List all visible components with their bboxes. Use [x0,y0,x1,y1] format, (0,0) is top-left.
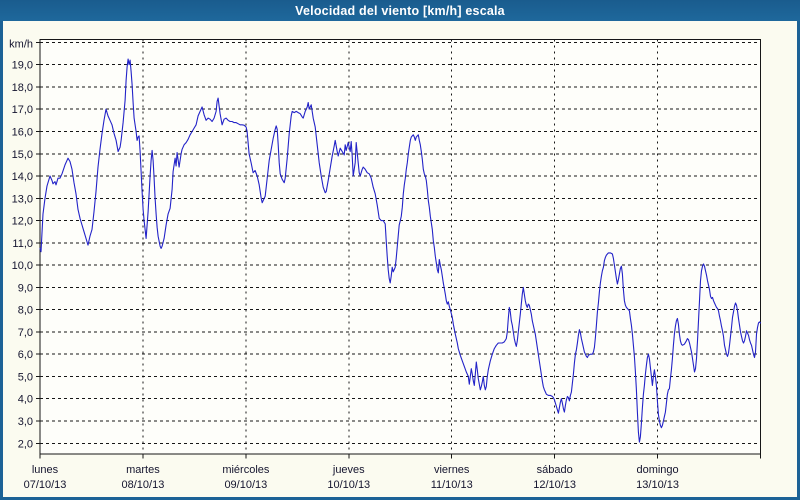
y-tick-label: 6,0 [18,349,33,361]
x-date-label: 09/10/13 [224,479,267,491]
x-day-label: jueves [332,464,365,476]
y-tick-label: 12,0 [12,216,33,228]
title-bar: Velocidad del viento [km/h] escala [0,0,800,21]
x-day-label: sábado [537,464,573,476]
y-tick-label: 4,0 [18,394,33,406]
y-tick-label: 8,0 [18,305,33,317]
y-axis-unit-label: km/h [9,39,33,51]
y-tick-label: 11,0 [12,238,33,250]
y-tick-label: 16,0 [12,126,33,138]
plot-frame [39,39,761,455]
wind-speed-chart: 2,0 3,0 4,0 5,0 6,0 7,0 8,0 9,0 10,0 11,0 12,0 13,0… [9,39,762,491]
plot-background [40,39,761,454]
window-title: Velocidad del viento [km/h] escala [295,3,505,18]
x-day-label: domingo [636,464,678,476]
x-date-label: 12/10/13 [533,479,576,491]
y-tick-label: 13,0 [12,193,33,205]
y-tick-label: 10,0 [12,260,33,272]
y-tick-label: 14,0 [12,171,33,183]
y-tick-label: 5,0 [18,371,33,383]
chart-area: 2,0 3,0 4,0 5,0 6,0 7,0 8,0 9,0 10,0 11,0 12,0 13,0… [3,21,797,497]
y-tick-label: 19,0 [12,60,33,72]
y-tick-label: 2,0 [18,438,33,450]
x-date-label: 11/10/13 [431,479,473,491]
x-date-label: 07/10/13 [24,479,67,491]
x-date-label: 08/10/13 [122,479,165,491]
x-date-label: 10/10/13 [327,479,370,491]
x-date-label: 13/10/13 [636,479,679,491]
x-day-label: viernes [434,464,470,476]
y-tick-label: 17,0 [12,104,33,116]
y-tick-label: 18,0 [12,82,33,94]
y-tick-label: 7,0 [18,327,33,339]
wind-speed-line [39,58,762,443]
y-tick-label: 9,0 [18,282,33,294]
x-day-label: martes [126,464,160,476]
x-day-label: miércoles [222,464,270,476]
y-tick-label: 15,0 [12,149,33,161]
x-day-label: lunes [32,464,59,476]
y-tick-label: 3,0 [18,416,33,428]
